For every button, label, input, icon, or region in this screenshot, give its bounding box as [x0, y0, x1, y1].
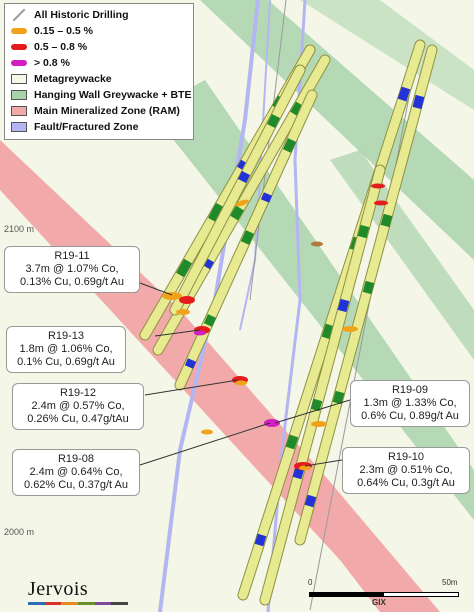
- callout-leaders: [139, 282, 351, 467]
- map-legend: All Historic Drilling 0.15 – 0.5 % 0.5 –…: [4, 3, 194, 140]
- legend-item-main-zone: Main Mineralized Zone (RAM): [9, 103, 189, 119]
- legend-label: Main Mineralized Zone (RAM): [34, 105, 180, 117]
- callout-line-2: 0.64% Cu, 0.3g/t Au: [357, 477, 455, 489]
- callout-hole-id: R19-08: [57, 453, 95, 465]
- historic-drillhole: [309, 39, 421, 611]
- scale-bar: 0 50m GIX: [306, 578, 466, 608]
- metagreywacke-swatch-icon: [9, 73, 29, 85]
- callout-line-1: 1.3m @ 1.33% Co,: [363, 397, 457, 409]
- low-grade-swatch-icon: [9, 25, 29, 37]
- callout-r19-12: R19-12 2.4m @ 0.57% Co, 0.26% Cu, 0.47g/…: [12, 383, 144, 430]
- callout-hole-id: R19-10: [387, 451, 425, 463]
- drillhole-r19-08: [237, 39, 426, 601]
- callout-line-2: 0.6% Cu, 0.89g/t Au: [361, 410, 459, 422]
- drillhole-r19-10: [259, 164, 386, 606]
- hanging-wall-swatch-icon: [9, 89, 29, 101]
- callout-hole-id: R19-09: [391, 384, 429, 396]
- elevation-label-2100: 2100 m: [4, 224, 35, 234]
- callout-hole-id: R19-13: [47, 330, 85, 342]
- fault-swatch-icon: [9, 121, 29, 133]
- callout-r19-11: R19-11 3.7m @ 1.07% Co, 0.13% Cu, 0.69g/…: [4, 246, 140, 293]
- callout-r19-08: R19-08 2.4m @ 0.64% Co, 0.62% Cu, 0.37g/…: [12, 449, 140, 496]
- callout-line-1: 2.4m @ 0.57% Co,: [31, 400, 125, 412]
- callout-line-2: 0.62% Cu, 0.37g/t Au: [24, 479, 128, 491]
- scale-bar-graphic: [309, 592, 459, 597]
- legend-label: > 0.8 %: [34, 57, 70, 69]
- main-zone-swatch-icon: [9, 105, 29, 117]
- legend-item-hanging-wall: Hanging Wall Greywacke + BTE: [9, 87, 192, 103]
- intercepts: [162, 183, 388, 471]
- callout-line-2: 0.13% Cu, 0.69g/t Au: [20, 276, 124, 288]
- legend-label: Metagreywacke: [34, 73, 112, 85]
- legend-item-metagreywacke: Metagreywacke: [9, 71, 189, 87]
- drillhole-r19-12: [174, 89, 318, 391]
- hanging-wall-band-right: [300, 0, 474, 110]
- legend-label: All Historic Drilling: [34, 9, 129, 21]
- callout-r19-13: R19-13 1.8m @ 1.06% Co, 0.1% Cu, 0.69g/t…: [6, 326, 126, 373]
- scale-start-label: 0: [308, 578, 313, 587]
- callout-line-2: 0.26% Cu, 0.47g/tAu: [27, 413, 129, 425]
- logo-wordmark: Jervois: [28, 578, 89, 600]
- legend-label: 0.5 – 0.8 %: [34, 41, 88, 53]
- legend-item-low-grade: 0.15 – 0.5 %: [9, 23, 189, 39]
- drillhole-r19-07: [169, 64, 306, 316]
- scale-end-label: 50m: [442, 578, 458, 587]
- callout-hole-id: R19-12: [59, 387, 97, 399]
- elevation-label-2000: 2000 m: [4, 527, 35, 537]
- scale-caption: GIX: [372, 598, 386, 607]
- callout-r19-09: R19-09 1.3m @ 1.33% Co, 0.6% Cu, 0.89g/t…: [350, 380, 470, 427]
- legend-item-mid-grade: 0.5 – 0.8 %: [9, 39, 189, 55]
- company-logo: Jervois: [28, 578, 138, 608]
- hanging-wall-band-left: [200, 0, 474, 260]
- legend-label: Fault/Fractured Zone: [34, 121, 139, 133]
- callout-line-2: 0.1% Cu, 0.69g/t Au: [17, 356, 115, 368]
- callout-line-1: 1.8m @ 1.06% Co,: [19, 343, 113, 355]
- logo-stripe: [28, 602, 129, 605]
- legend-label: 0.15 – 0.5 %: [34, 25, 93, 37]
- drillhole-r19-09: [294, 44, 438, 546]
- callout-line-1: 3.7m @ 1.07% Co,: [25, 263, 119, 275]
- callout-hole-id: R19-11: [54, 250, 90, 262]
- legend-item-fault: Fault/Fractured Zone: [9, 119, 189, 135]
- historic-drilling-icon: [9, 8, 29, 22]
- high-grade-swatch-icon: [9, 57, 29, 69]
- callout-line-1: 2.3m @ 0.51% Co,: [359, 464, 453, 476]
- mid-grade-swatch-icon: [9, 41, 29, 53]
- callout-line-1: 2.4m @ 0.64% Co,: [29, 466, 123, 478]
- legend-item-high-grade: > 0.8 %: [9, 55, 189, 71]
- callout-r19-10: R19-10 2.3m @ 0.51% Co, 0.64% Cu, 0.3g/t…: [342, 447, 470, 494]
- legend-item-historic-drilling: All Historic Drilling: [9, 7, 189, 23]
- legend-label: Hanging Wall Greywacke + BTE: [34, 89, 192, 101]
